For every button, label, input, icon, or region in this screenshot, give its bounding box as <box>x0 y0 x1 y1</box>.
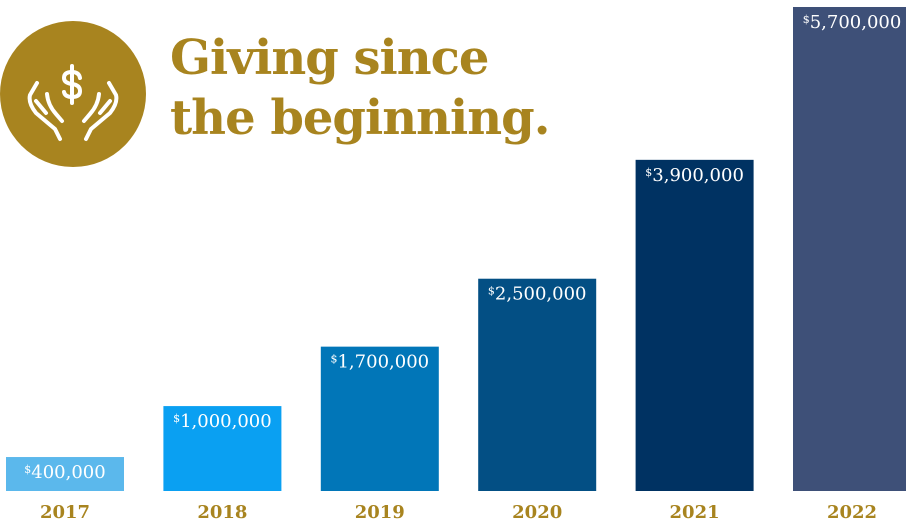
logo-badge <box>0 21 146 167</box>
year-label-2022: 2022 <box>827 502 877 523</box>
bar-2021 <box>635 159 754 491</box>
page-title: Giving since the beginning. <box>170 28 550 148</box>
bar-2018 <box>163 406 282 491</box>
value-label-2019: $1,700,000 <box>330 352 429 373</box>
year-label-2018: 2018 <box>197 502 247 523</box>
title-line-1: Giving since <box>170 30 489 86</box>
title-line-2: the beginning. <box>170 90 550 146</box>
bar-2019 <box>320 346 439 491</box>
value-label-2017: $400,000 <box>24 462 105 483</box>
value-label-2018: $1,000,000 <box>173 411 272 432</box>
hands-holding-dollar-icon <box>27 64 119 141</box>
year-label-2019: 2019 <box>355 502 405 523</box>
year-label-2021: 2021 <box>670 502 720 523</box>
year-label-2020: 2020 <box>512 502 562 523</box>
bar-2017 <box>6 457 124 491</box>
value-label-2020: $2,500,000 <box>488 284 587 305</box>
bar-2022 <box>793 7 906 491</box>
bar-2020 <box>478 278 597 491</box>
value-label-2021: $3,900,000 <box>645 165 744 186</box>
year-label-2017: 2017 <box>40 502 90 523</box>
value-label-2022: $5,700,000 <box>803 12 902 33</box>
